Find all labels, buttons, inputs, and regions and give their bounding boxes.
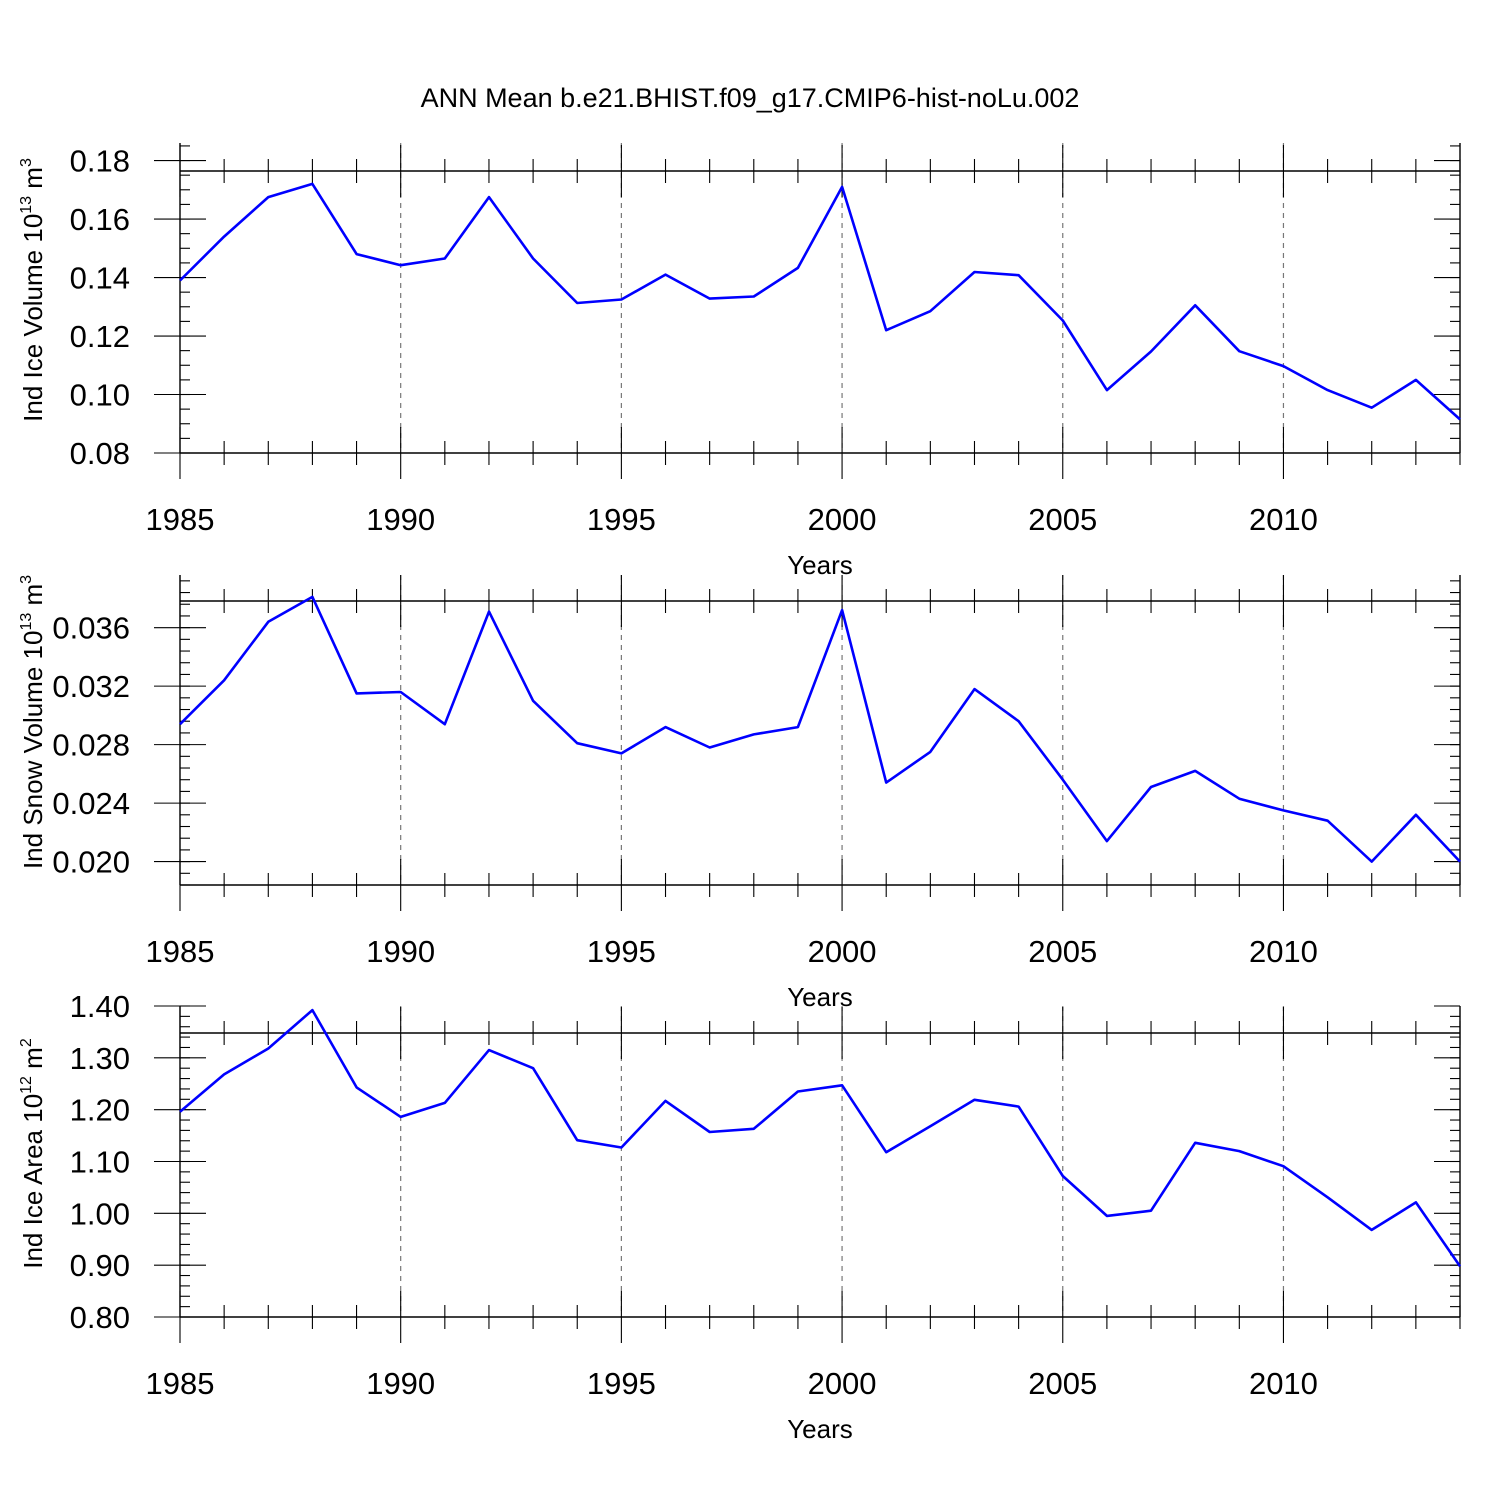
ice-volume-xtick-label: 2000 <box>808 502 877 537</box>
snow-volume-x-axis-label: Years <box>787 982 853 1012</box>
ice-area-ylabel-unit-sup: 2 <box>18 1038 35 1047</box>
ice-volume-ylabel-unit-sup: 3 <box>18 158 35 167</box>
ice-area-xtick-label: 1985 <box>146 1366 215 1401</box>
snow-volume-xtick-label: 1995 <box>587 934 656 969</box>
ice-area-xtick-label: 2000 <box>808 1366 877 1401</box>
ice-area-xtick-label: 2005 <box>1028 1366 1097 1401</box>
snow-volume-xtick-label: 2010 <box>1249 934 1318 969</box>
ice-volume-ytick-label: 0.10 <box>70 378 130 413</box>
ice-volume-xtick-label: 2010 <box>1249 502 1318 537</box>
ice-volume-x-axis-label: Years <box>787 550 853 580</box>
ice-volume-ytick-label: 0.12 <box>70 319 130 354</box>
ice-area-y-axis-label: Ind Ice Area 1012 m2 <box>18 1038 48 1269</box>
ice-area-ylabel-text: Ind Ice Area 10 <box>18 1094 48 1269</box>
ice-volume-xtick-label: 1995 <box>587 502 656 537</box>
ice-area-ytick-label: 0.90 <box>70 1248 130 1283</box>
ice-area-ytick-label: 1.40 <box>70 989 130 1024</box>
snow-volume-xtick-label: 1985 <box>146 934 215 969</box>
ice-area-ytick-label: 0.80 <box>70 1300 130 1335</box>
snow-volume-ytick-label: 0.032 <box>52 669 130 704</box>
snow-volume-panel: 1985 1990 1995 2000 2005 2010 0.020 0.024 0.028 0… <box>18 575 1461 1012</box>
ice-area-xtick-label: 1990 <box>366 1366 435 1401</box>
ice-volume-series-line <box>179 182 1461 421</box>
snow-volume-ylabel-sup: 13 <box>18 613 35 631</box>
ice-volume-ytick-label: 0.08 <box>70 436 130 471</box>
ice-volume-ylabel-text: Ind Ice Volume 10 <box>18 214 48 422</box>
ice-volume-ytick-label: 0.16 <box>70 202 130 237</box>
ice-area-xtick-label: 2010 <box>1249 1366 1318 1401</box>
ice-volume-ytick-label: 0.18 <box>70 144 130 179</box>
ice-area-panel: 1985 1990 1995 2000 2005 2010 0.80 0.90 1.00 1.10… <box>18 989 1462 1444</box>
ice-volume-ylabel-unit: m <box>18 167 48 196</box>
snow-volume-xtick-label: 2000 <box>808 934 877 969</box>
snow-volume-xtick-label: 1990 <box>366 934 435 969</box>
figure-title: ANN Mean b.e21.BHIST.f09_g17.CMIP6-hist-… <box>421 83 1080 113</box>
ice-volume-panel: 1985 1990 1995 2000 2005 2010 0.08 0.10 0.12 0.14… <box>18 143 1461 580</box>
ice-volume-y-axis-label: Ind Ice Volume 1013 m3 <box>18 158 48 422</box>
ice-volume-ytick-label: 0.14 <box>70 261 130 296</box>
snow-volume-ylabel-unit: m <box>18 584 48 613</box>
ice-area-ylabel-unit: m <box>18 1047 48 1076</box>
snow-volume-ytick-label: 0.036 <box>52 611 130 646</box>
ice-volume-xtick-label: 1985 <box>146 502 215 537</box>
ice-volume-xtick-label: 2005 <box>1028 502 1097 537</box>
snow-volume-ytick-label: 0.028 <box>52 728 130 763</box>
snow-volume-ytick-label: 0.020 <box>52 845 130 880</box>
snow-volume-y-axis-label: Ind Snow Volume 1013 m3 <box>18 575 48 869</box>
ice-area-ylabel-sup: 12 <box>18 1076 35 1094</box>
snow-volume-ylabel-unit-sup: 3 <box>18 575 35 584</box>
ice-area-xtick-label: 1995 <box>587 1366 656 1401</box>
snow-volume-ylabel-text: Ind Snow Volume 10 <box>18 631 48 870</box>
ice-area-ytick-label: 1.00 <box>70 1196 130 1231</box>
ice-area-ytick-label: 1.20 <box>70 1093 130 1128</box>
ice-area-ytick-label: 1.10 <box>70 1145 130 1180</box>
ice-area-ytick-label: 1.30 <box>70 1041 130 1076</box>
ice-volume-ylabel-sup: 13 <box>18 196 35 214</box>
snow-volume-xtick-label: 2005 <box>1028 934 1097 969</box>
snow-volume-series-line <box>179 595 1461 863</box>
snow-volume-ytick-label: 0.024 <box>52 786 130 821</box>
ice-volume-xtick-label: 1990 <box>366 502 435 537</box>
ice-area-series-line <box>179 1008 1462 1267</box>
ice-area-x-axis-label: Years <box>787 1414 853 1444</box>
